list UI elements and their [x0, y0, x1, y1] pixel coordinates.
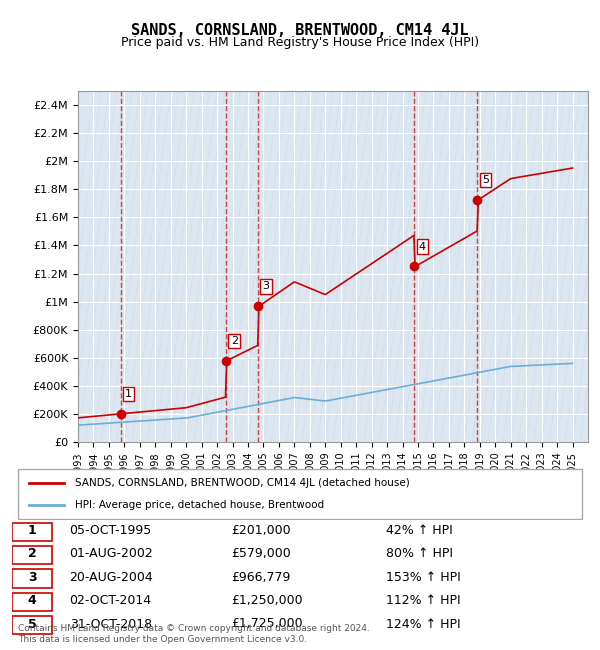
Text: 05-OCT-1995: 05-OCT-1995: [70, 524, 152, 537]
FancyBboxPatch shape: [18, 469, 582, 519]
Text: £1,250,000: £1,250,000: [231, 594, 302, 607]
Text: 01-AUG-2002: 01-AUG-2002: [70, 547, 154, 560]
FancyBboxPatch shape: [12, 546, 52, 564]
FancyBboxPatch shape: [12, 616, 52, 634]
Text: 112% ↑ HPI: 112% ↑ HPI: [386, 594, 461, 607]
Text: 1: 1: [28, 524, 37, 537]
Text: SANDS, CORNSLAND, BRENTWOOD, CM14 4JL: SANDS, CORNSLAND, BRENTWOOD, CM14 4JL: [131, 23, 469, 38]
FancyBboxPatch shape: [12, 593, 52, 611]
Text: 1: 1: [125, 389, 132, 399]
FancyBboxPatch shape: [12, 569, 52, 588]
Text: 31-OCT-2018: 31-OCT-2018: [70, 618, 152, 630]
Text: 4: 4: [419, 242, 426, 252]
Text: HPI: Average price, detached house, Brentwood: HPI: Average price, detached house, Bren…: [76, 500, 325, 510]
Text: 80% ↑ HPI: 80% ↑ HPI: [386, 547, 454, 560]
Text: Contains HM Land Registry data © Crown copyright and database right 2024.
This d: Contains HM Land Registry data © Crown c…: [18, 624, 370, 644]
Text: 124% ↑ HPI: 124% ↑ HPI: [386, 618, 461, 630]
Text: 42% ↑ HPI: 42% ↑ HPI: [386, 524, 453, 537]
Text: £579,000: £579,000: [231, 547, 290, 560]
Text: 2: 2: [230, 336, 238, 346]
Text: 5: 5: [28, 618, 37, 630]
Text: 20-AUG-2004: 20-AUG-2004: [70, 571, 154, 584]
Text: £1,725,000: £1,725,000: [231, 618, 302, 630]
Text: 2: 2: [28, 547, 37, 560]
Text: 3: 3: [263, 281, 269, 291]
Text: Price paid vs. HM Land Registry's House Price Index (HPI): Price paid vs. HM Land Registry's House …: [121, 36, 479, 49]
FancyBboxPatch shape: [12, 523, 52, 541]
Text: £201,000: £201,000: [231, 524, 290, 537]
Text: 02-OCT-2014: 02-OCT-2014: [70, 594, 152, 607]
Text: 5: 5: [482, 175, 489, 185]
Text: 4: 4: [28, 594, 37, 607]
Text: 153% ↑ HPI: 153% ↑ HPI: [386, 571, 461, 584]
Text: £966,779: £966,779: [231, 571, 290, 584]
Text: SANDS, CORNSLAND, BRENTWOOD, CM14 4JL (detached house): SANDS, CORNSLAND, BRENTWOOD, CM14 4JL (d…: [76, 478, 410, 488]
Text: 3: 3: [28, 571, 37, 584]
